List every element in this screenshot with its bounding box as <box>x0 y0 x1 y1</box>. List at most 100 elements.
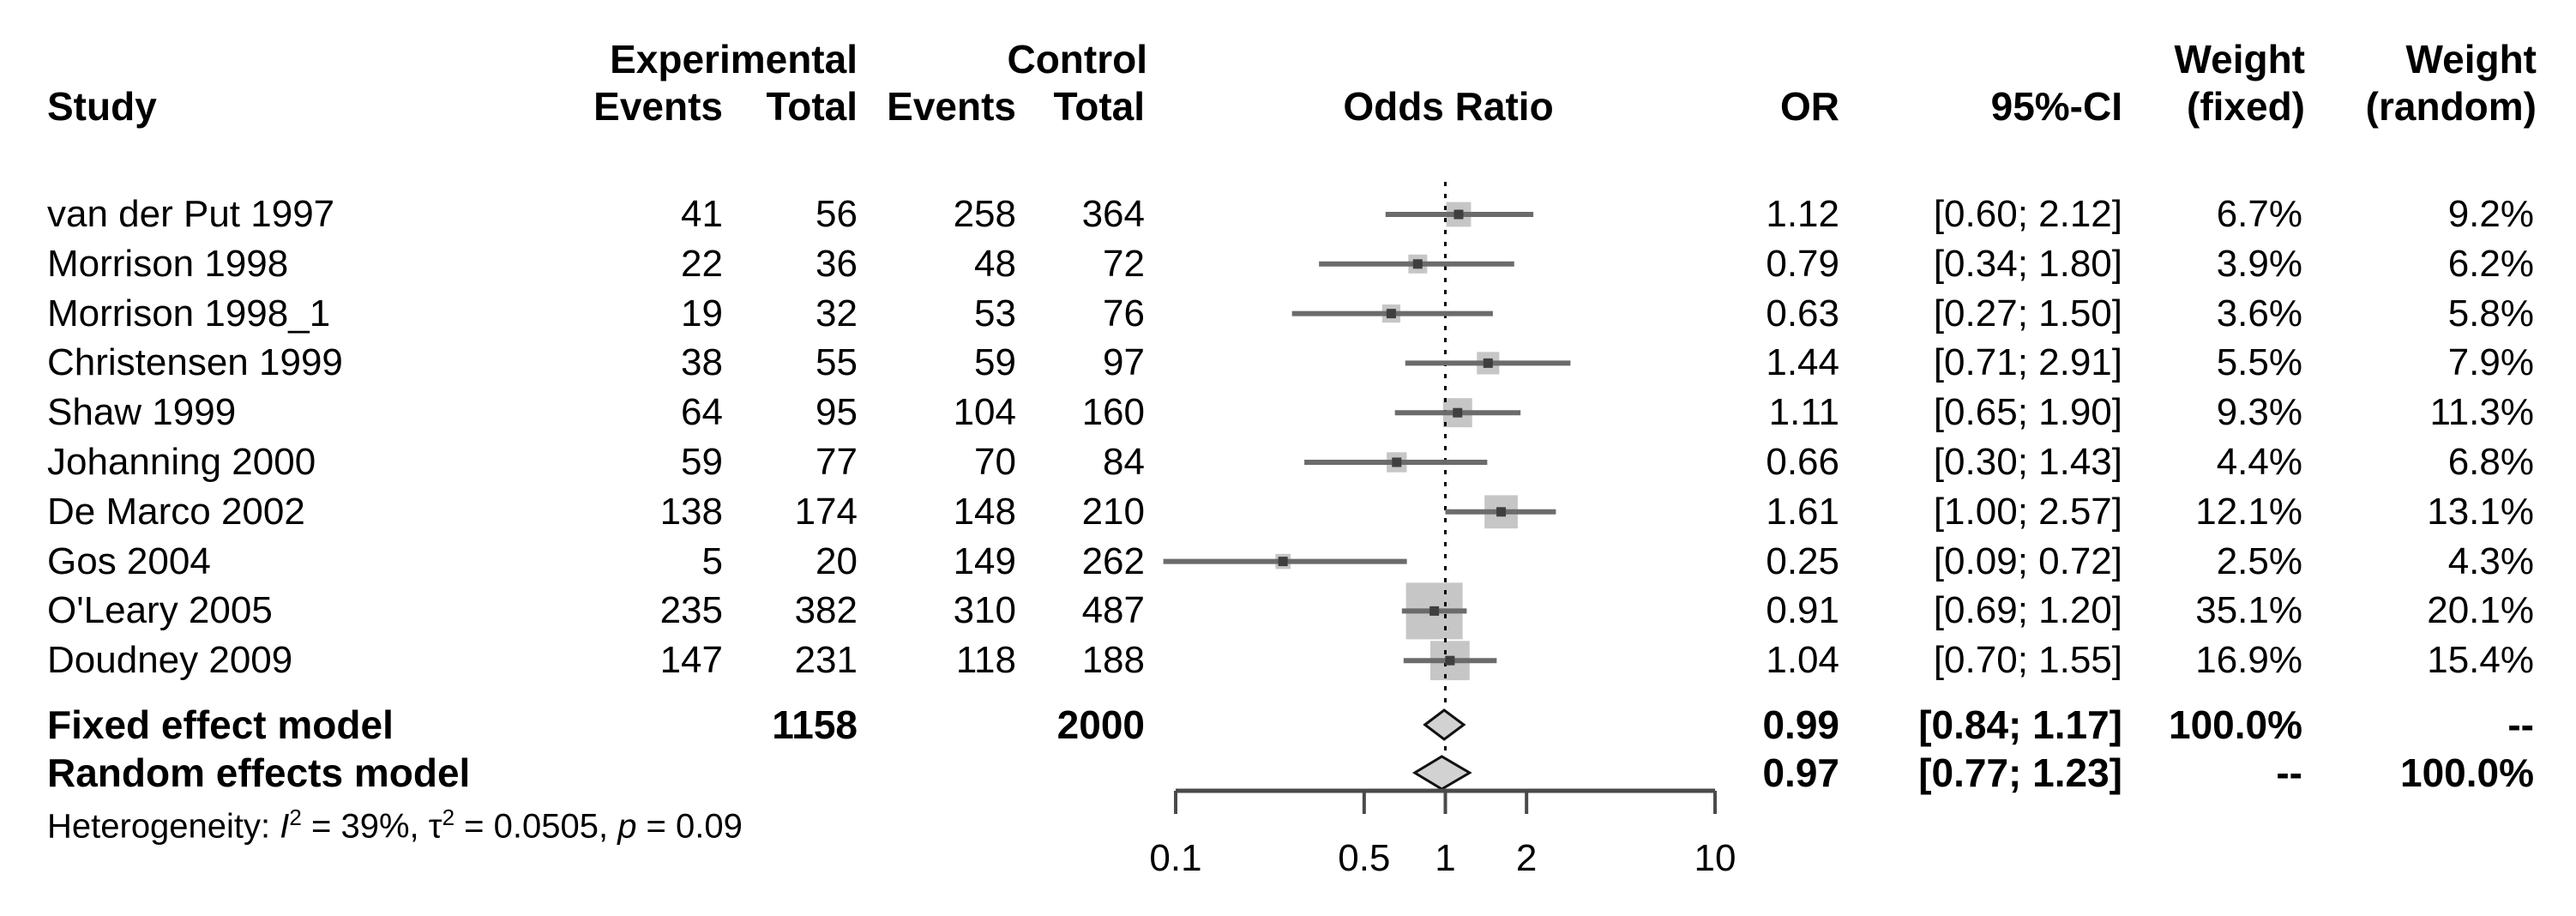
weight-fixed: 6.7% <box>2216 193 2302 235</box>
ci-value: [0.60; 2.12] <box>1933 193 2122 235</box>
or-value: 0.79 <box>1766 242 1839 285</box>
ctrl-events: 70 <box>974 441 1016 483</box>
exp-events: 59 <box>681 441 723 483</box>
ctrl-events: 48 <box>974 242 1016 285</box>
axis-tick-label: 2 <box>1516 837 1537 879</box>
model-label: Random effects model <box>47 750 471 795</box>
exp-events: 147 <box>659 639 723 682</box>
exp-total: 20 <box>816 539 858 582</box>
heterogeneity-note: Heterogeneity: I2 = 39%, τ2 = 0.0505, p … <box>47 797 743 847</box>
header-odds-ratio: Odds Ratio <box>1343 84 1554 129</box>
ci-value: [0.84; 1.17] <box>1918 702 2122 747</box>
exp-events: 5 <box>701 539 723 582</box>
ctrl-events: 59 <box>974 341 1016 384</box>
exp-total: 174 <box>794 490 858 533</box>
study-name: Morrison 1998_1 <box>47 292 331 334</box>
study-row: Shaw 1999 64 95 104 160 1.11 [0.65; 1.90] 9.3% 1… <box>0 389 2576 437</box>
exp-events: 19 <box>681 292 723 334</box>
or-value: 1.44 <box>1766 341 1839 384</box>
or-value: 1.61 <box>1766 490 1839 533</box>
ctrl-events: 148 <box>953 490 1016 533</box>
model-label: Fixed effect model <box>47 702 394 747</box>
header-weight-random-line1: Weight <box>2405 37 2537 81</box>
exp-total: 55 <box>816 341 858 384</box>
exp-total: 32 <box>816 292 858 334</box>
ctrl-total: 84 <box>1103 441 1145 483</box>
study-name: De Marco 2002 <box>47 490 305 533</box>
weight-random: 6.8% <box>2447 441 2534 483</box>
weight-fixed: 4.4% <box>2216 441 2302 483</box>
header-exp-total: Total <box>766 84 858 129</box>
exp-total: 56 <box>816 193 858 235</box>
ci-value: [0.09; 0.72] <box>1933 539 2122 582</box>
or-value: 0.91 <box>1766 589 1839 632</box>
het-tau-symbol: τ <box>428 807 442 846</box>
study-name: Johanning 2000 <box>47 441 316 483</box>
header-exp-events: Events <box>593 84 723 129</box>
header-group-control: Control <box>1007 37 1147 81</box>
weight-random: 5.8% <box>2447 292 2534 334</box>
ci-value: [0.70; 1.55] <box>1933 639 2122 682</box>
axis-tick-label: 0.5 <box>1338 837 1390 879</box>
ctrl-events: 53 <box>974 292 1016 334</box>
exp-events: 22 <box>681 242 723 285</box>
weight-fixed: 5.5% <box>2216 341 2302 384</box>
weight-fixed: 3.6% <box>2216 292 2302 334</box>
weight-fixed: 35.1% <box>2195 589 2302 632</box>
weight-random: 7.9% <box>2447 341 2534 384</box>
weight-random: 13.1% <box>2427 490 2534 533</box>
exp-total: 382 <box>794 589 858 632</box>
exp-events: 64 <box>681 391 723 434</box>
het-tau2-value: = 0.0505, <box>454 807 618 846</box>
ctrl-events: 310 <box>953 589 1016 632</box>
ctrl-events: 104 <box>953 391 1016 434</box>
or-value: 0.97 <box>1762 750 1839 795</box>
weight-random: 4.3% <box>2447 539 2534 582</box>
study-name: O'Leary 2005 <box>47 589 273 632</box>
exp-total: 77 <box>816 441 858 483</box>
study-name: Morrison 1998 <box>47 242 289 285</box>
study-row: Christensen 1999 38 55 59 97 1.44 [0.71; 2.91]… <box>0 339 2576 387</box>
ctrl-total: 72 <box>1103 242 1145 285</box>
study-row: Doudney 2009 147 231 118 188 1.04 [0.70; 1.55]… <box>0 636 2576 684</box>
ctrl-total: 188 <box>1081 639 1145 682</box>
ctrl-total: 364 <box>1081 193 1145 235</box>
header-ci: 95%-CI <box>1990 84 2122 129</box>
weight-fixed: 16.9% <box>2195 639 2302 682</box>
header-weight-random-line2: (random) <box>2365 84 2537 129</box>
het-p-value: = 0.09 <box>636 807 743 846</box>
study-row: Gos 2004 5 20 149 262 0.25 [0.09; 0.72] 2.5% 4.3… <box>0 538 2576 586</box>
header-study: Study <box>47 84 157 129</box>
ctrl-total: 210 <box>1081 490 1145 533</box>
fixed-effect-row: Fixed effect model 1158 2000 0.99 [0.84;… <box>0 701 2576 749</box>
ctrl-events: 258 <box>953 193 1016 235</box>
weight-random: 20.1% <box>2427 589 2534 632</box>
exp-total: 36 <box>816 242 858 285</box>
header-ctrl-events: Events <box>887 84 1016 129</box>
weight-random: -- <box>2507 702 2534 747</box>
ci-value: [0.71; 2.91] <box>1933 341 2122 384</box>
study-name: Shaw 1999 <box>47 391 237 434</box>
study-row: van der Put 1997 41 56 258 364 1.12 [0.60; 2.1… <box>0 190 2576 238</box>
study-row: Morrison 1998_1 19 32 53 76 0.63 [0.27; 1.50] 3… <box>0 290 2576 338</box>
het-i2-value: = 39%, <box>301 807 429 846</box>
exp-events: 41 <box>681 193 723 235</box>
study-row: O'Leary 2005 235 382 310 487 0.91 [0.69; 1.20]… <box>0 587 2576 635</box>
exp-events: 38 <box>681 341 723 384</box>
het-i-sup: 2 <box>289 805 302 830</box>
weight-random: 9.2% <box>2447 193 2534 235</box>
weight-random: 100.0% <box>2399 750 2534 795</box>
study-row: Johanning 2000 59 77 70 84 0.66 [0.30; 1.43] 4.… <box>0 438 2576 486</box>
study-name: Christensen 1999 <box>47 341 343 384</box>
or-value: 0.25 <box>1766 539 1839 582</box>
ctrl-total: 76 <box>1103 292 1145 334</box>
het-i-symbol: I <box>280 807 290 846</box>
exp-events: 235 <box>659 589 723 632</box>
axis-tick-label: 1 <box>1435 837 1455 879</box>
het-prefix: Heterogeneity: <box>47 807 280 846</box>
weight-fixed: 3.9% <box>2216 242 2302 285</box>
ctrl-total-sum: 2000 <box>1056 702 1145 747</box>
weight-fixed: 12.1% <box>2195 490 2302 533</box>
ci-value: [0.65; 1.90] <box>1933 391 2122 434</box>
